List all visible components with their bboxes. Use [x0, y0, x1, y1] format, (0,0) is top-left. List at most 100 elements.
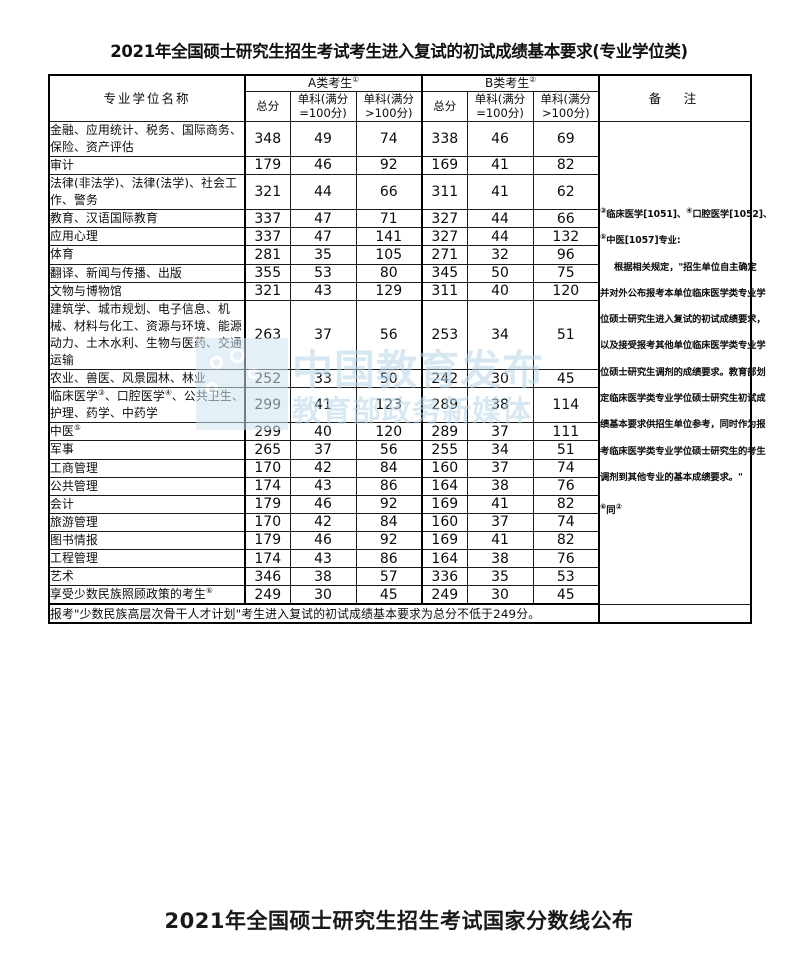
score-cell-a-total: 337 [244, 209, 291, 229]
score-cell-a-total: 179 [244, 155, 291, 176]
score-cell-a-gt: 50 [355, 369, 424, 389]
score-cell-b-eq: 38 [466, 476, 534, 496]
header-b-single-gt100-l2: >100分) [541, 106, 590, 121]
table-row: 会计 179 46 92 169 41 82 [48, 494, 751, 514]
remark-line: 定临床医学类专业学位硕士研究生初试成 [600, 393, 766, 405]
score-cell-a-gt: 74 [355, 120, 424, 157]
remark-line: ⑥同② [600, 502, 622, 517]
score-cell-b-gt: 66 [532, 209, 601, 229]
score-cell-a-eq: 47 [289, 209, 357, 229]
score-cell-a-eq: 41 [289, 387, 357, 424]
score-cell-b-gt: 45 [532, 585, 601, 605]
score-cell-b-eq: 44 [466, 209, 534, 229]
score-cell-a-eq: 53 [289, 263, 357, 283]
table-row: 审计 179 46 92 169 41 82 [48, 155, 751, 176]
row-major-name: 享受少数民族照顾政策的考生⑥ [48, 585, 246, 605]
score-cell-b-total: 336 [421, 567, 468, 587]
score-cell-b-eq: 40 [466, 281, 534, 301]
score-cell-b-eq: 44 [466, 227, 534, 247]
score-cell-a-gt: 86 [355, 548, 424, 569]
score-cell-a-total: 321 [244, 281, 291, 301]
table-row: 工商管理 170 42 84 160 37 74 [48, 458, 751, 478]
table-row: 工程管理 174 43 86 164 38 76 [48, 548, 751, 569]
score-cell-b-gt: 51 [532, 440, 601, 460]
table-row: 艺术 346 38 57 336 35 53 [48, 567, 751, 587]
score-cell-a-total: 299 [244, 422, 291, 442]
score-cell-a-eq: 43 [289, 476, 357, 496]
remark-line: 并对外公布报考本单位临床医学类专业学 [600, 287, 766, 299]
score-cell-a-eq: 42 [289, 512, 357, 532]
table-row: 应用心理 337 47 141 327 44 132 [48, 227, 751, 247]
score-cell-a-gt: 92 [355, 530, 424, 551]
header-group-b: B类考生② [421, 74, 601, 92]
score-cell-a-eq: 43 [289, 281, 357, 301]
score-cell-a-total: 346 [244, 567, 291, 587]
row-major-name: 公共管理 [48, 476, 246, 496]
score-cell-a-eq: 44 [289, 174, 357, 211]
header-a-single-gt100-l1: 单科(满分 [363, 92, 415, 106]
score-cell-b-eq: 34 [466, 440, 534, 460]
header-group-b-label: B类考生 [485, 76, 530, 90]
score-cell-b-eq: 32 [466, 245, 534, 265]
score-cell-a-total: 348 [244, 120, 291, 157]
score-cell-a-eq: 46 [289, 530, 357, 551]
remark-line: 以及接受报考其他单位临床医学类专业学 [600, 340, 766, 352]
row-major-name: 金融、应用统计、税务、国际商务、保险、资产评估 [48, 120, 246, 157]
score-cell-b-eq: 41 [466, 155, 534, 176]
score-cell-b-gt: 114 [532, 387, 601, 424]
score-cell-a-eq: 46 [289, 494, 357, 514]
score-cell-b-eq: 37 [466, 422, 534, 442]
score-cell-b-total: 169 [421, 530, 468, 551]
score-cell-a-gt: 66 [355, 174, 424, 211]
remark-line: 位硕士研究生进入复试的初试成绩要求， [600, 314, 766, 326]
table-row: 教育、汉语国际教育 337 47 71 327 44 66 [48, 209, 751, 229]
score-cell-b-gt: 96 [532, 245, 601, 265]
score-cell-a-gt: 92 [355, 494, 424, 514]
footnote-row: 报考"少数民族高层次骨干人才计划"考生进入复试的初试成绩基本要求为总分不低于24… [48, 603, 751, 624]
row-major-name: 农业、兽医、风景园林、林业 [48, 369, 246, 389]
table-row: 建筑学、城市规划、电子信息、机械、材料与化工、资源与环境、能源动力、土木水利、生… [48, 299, 751, 371]
score-cell-a-eq: 38 [289, 567, 357, 587]
score-cell-b-total: 289 [421, 422, 468, 442]
score-cell-b-eq: 37 [466, 512, 534, 532]
score-cell-b-total: 164 [421, 476, 468, 496]
row-major-name: 军事 [48, 440, 246, 460]
score-cell-a-eq: 46 [289, 155, 357, 176]
score-cell-b-eq: 38 [466, 548, 534, 569]
score-cell-b-total: 289 [421, 387, 468, 424]
table-row: 享受少数民族照顾政策的考生⑥ 249 30 45 249 30 45 [48, 585, 751, 605]
score-cell-a-total: 265 [244, 440, 291, 460]
footnote-text: 报考"少数民族高层次骨干人才计划"考生进入复试的初试成绩基本要求为总分不低于24… [48, 603, 601, 624]
table-row: 文物与博物馆 321 43 129 311 40 120 [48, 281, 751, 301]
score-cell-a-eq: 40 [289, 422, 357, 442]
header-b-total: 总分 [421, 91, 468, 122]
score-cell-b-eq: 41 [466, 494, 534, 514]
row-major-name: 法律(非法学)、法律(法学)、社会工作、警务 [48, 174, 246, 211]
header-b-single-eq100-l1: 单科(满分 [474, 92, 526, 106]
row-major-name: 中医⑤ [48, 422, 246, 442]
score-cell-b-total: 253 [421, 299, 468, 371]
score-cell-a-total: 174 [244, 476, 291, 496]
header-a-single-eq100-l2: =100分) [299, 106, 347, 121]
row-major-name: 翻译、新闻与传播、出版 [48, 263, 246, 283]
score-cell-b-eq: 50 [466, 263, 534, 283]
score-cell-a-total: 263 [244, 299, 291, 371]
score-cell-b-eq: 34 [466, 299, 534, 371]
table-row: 法律(非法学)、法律(法学)、社会工作、警务 321 44 66 311 41 62 [48, 174, 751, 211]
row-major-name: 工商管理 [48, 458, 246, 478]
page-title: 2021年全国硕士研究生招生考试考生进入复试的初试成绩基本要求(专业学位类) [110, 42, 688, 61]
score-cell-b-total: 160 [421, 458, 468, 478]
score-cell-a-gt: 57 [355, 567, 424, 587]
score-cell-b-gt: 82 [532, 494, 601, 514]
score-cell-b-eq: 30 [466, 369, 534, 389]
score-cell-a-gt: 56 [355, 440, 424, 460]
score-cell-a-total: 321 [244, 174, 291, 211]
table-row: 军事 265 37 56 255 34 51 [48, 440, 751, 460]
score-cell-a-eq: 33 [289, 369, 357, 389]
score-cell-b-eq: 30 [466, 585, 534, 605]
score-cell-a-total: 355 [244, 263, 291, 283]
score-cell-a-total: 170 [244, 512, 291, 532]
header-row-groups: 专业学位名称 A类考生① B类考生② 备 注 [48, 74, 752, 122]
score-cell-a-total: 281 [244, 245, 291, 265]
score-cell-b-gt: 132 [532, 227, 601, 247]
